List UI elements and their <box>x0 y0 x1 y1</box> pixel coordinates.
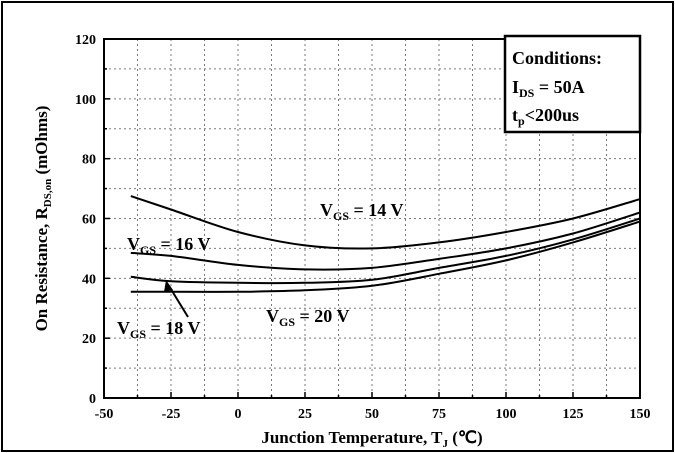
conditions-box <box>503 34 642 134</box>
y-tick-label: 120 <box>75 33 96 48</box>
y-tick-label: 0 <box>89 392 96 407</box>
x-tick-label: 25 <box>298 407 312 422</box>
annotation-vgs-18: VGS = 18 V <box>117 318 200 341</box>
y-tick-label: 20 <box>82 332 96 347</box>
conditions-ids: IDS = 50A <box>512 77 585 100</box>
series-line-vgs-20 <box>130 220 641 293</box>
annotation-arrowhead <box>164 280 173 292</box>
conditions-title: Conditions: <box>512 48 602 68</box>
annotation-vgs-20: VGS = 20 V <box>266 306 349 329</box>
y-tick-label: 100 <box>75 93 96 108</box>
annotation-arrow-line <box>168 285 189 318</box>
x-tick-label: 0 <box>235 407 242 422</box>
y-axis-label: On Resistance, RDS,on (mOhms) <box>32 106 54 332</box>
y-tick-label: 60 <box>82 213 96 228</box>
annotation-vgs-14: VGS = 14 V <box>320 200 403 223</box>
x-tick-label: 125 <box>563 407 584 422</box>
x-tick-label: 100 <box>496 407 517 422</box>
x-tick-label: -25 <box>162 407 181 422</box>
y-tick-label: 80 <box>82 153 96 168</box>
x-tick-label: 50 <box>365 407 379 422</box>
x-axis-label: Junction Temperature, TJ (℃) <box>261 428 482 450</box>
series-lines <box>130 195 641 293</box>
annotation-vgs-16: VGS = 16 V <box>127 234 210 257</box>
series-line-vgs-14 <box>130 195 641 250</box>
x-tick-label: -50 <box>95 407 114 422</box>
series-line-vgs-16 <box>130 211 641 271</box>
series-line-vgs-18 <box>130 217 641 285</box>
x-tick-label: 150 <box>630 407 651 422</box>
x-tick-label: 75 <box>432 407 446 422</box>
y-tick-label: 40 <box>82 272 96 287</box>
ticks: -50 -25 0 25 50 75 100 125 150 0 20 40 60 80 100 120 <box>75 33 651 422</box>
conditions-tp: tp<200us <box>512 105 579 128</box>
